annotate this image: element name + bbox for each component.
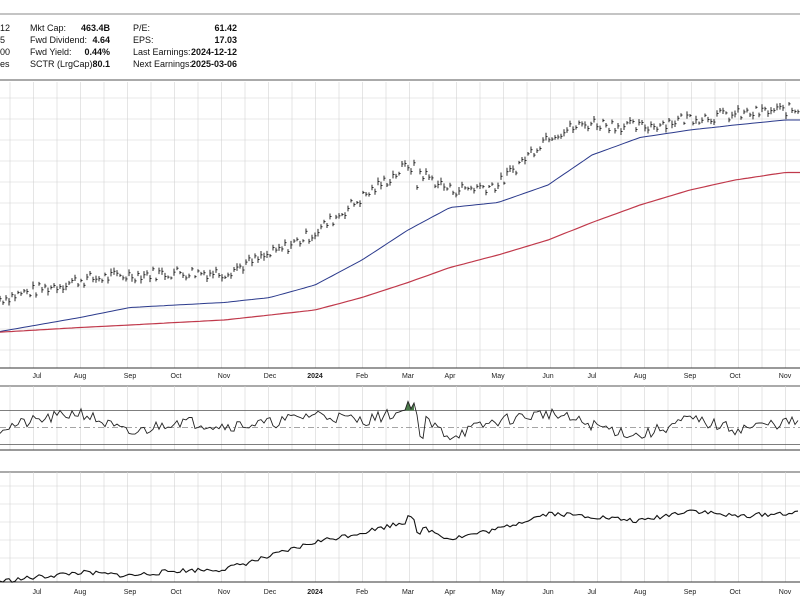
stat-label: Next Earnings:: [133, 59, 193, 69]
price-bars: [0, 102, 800, 306]
stat-value: 463.4B: [80, 23, 110, 33]
x-tick-label: Dec: [264, 589, 277, 596]
rsi-line: [0, 400, 799, 441]
stat-value: 2024-12-12: [190, 47, 237, 57]
x-tick-label: Nov: [218, 373, 231, 380]
header-left-fragment: es: [0, 59, 10, 69]
x-tick-label: Oct: [171, 373, 182, 380]
stat-label: EPS:: [133, 35, 154, 45]
x-tick-label: Aug: [74, 589, 87, 596]
stat-label: Fwd Dividend:: [30, 35, 88, 45]
x-tick-label: Jul: [588, 373, 597, 380]
x-tick-label: Aug: [74, 373, 87, 380]
x-tick-label: Sep: [684, 589, 697, 596]
header-left-fragment: 5: [0, 35, 6, 45]
stat-label: Last Earnings:: [133, 47, 191, 57]
x-tick-label: Oct: [171, 589, 182, 596]
x-tick-label: Aug: [634, 373, 647, 380]
x-tick-label: May: [491, 373, 505, 380]
x-tick-label: Jun: [542, 373, 553, 380]
stat-value: 2025-03-06: [190, 59, 237, 69]
ma-long-line: [0, 171, 800, 333]
x-tick-label: Feb: [356, 589, 368, 596]
header-left-fragment: 12: [0, 23, 11, 33]
x-tick-label: Sep: [124, 589, 137, 596]
header-left-fragment: 00: [0, 47, 11, 57]
stat-label: SCTR (LrgCap):: [30, 59, 96, 69]
x-tick-label: Oct: [730, 589, 741, 596]
x-tick-label: Sep: [684, 373, 697, 380]
x-tick-label: Jun: [542, 589, 553, 596]
x-tick-label: Mar: [402, 373, 415, 380]
x-tick-label: Jul: [33, 373, 42, 380]
x-tick-label: Jul: [588, 589, 597, 596]
x-tick-label: Apr: [445, 373, 457, 380]
x-tick-label: Nov: [779, 373, 792, 380]
x-tick-label: 2024: [307, 373, 323, 380]
x-tick-label: Nov: [779, 589, 792, 596]
x-tick-label: Nov: [218, 589, 231, 596]
stat-value: 80.1: [92, 59, 110, 69]
x-tick-label: Oct: [730, 373, 741, 380]
stat-label: Mkt Cap:: [30, 23, 67, 33]
x-tick-label: May: [491, 589, 505, 596]
x-tick-label: Sep: [124, 373, 137, 380]
stat-value: 61.42: [214, 23, 237, 33]
x-tick-label: Mar: [402, 589, 415, 596]
x-tick-label: Aug: [634, 589, 647, 596]
stat-value: 0.44%: [84, 47, 110, 57]
stat-value: 4.64: [92, 35, 110, 45]
x-tick-label: Apr: [445, 589, 457, 596]
stat-label: Fwd Yield:: [30, 47, 72, 57]
stat-label: P/E:: [133, 23, 151, 33]
ma-short-line: [0, 119, 800, 332]
x-tick-label: Feb: [356, 373, 368, 380]
lower-indicator-line: [0, 509, 799, 583]
x-tick-label: Dec: [264, 373, 277, 380]
stat-value: 17.03: [214, 35, 237, 45]
x-tick-label: Jul: [33, 589, 42, 596]
x-tick-label: 2024: [307, 589, 323, 596]
